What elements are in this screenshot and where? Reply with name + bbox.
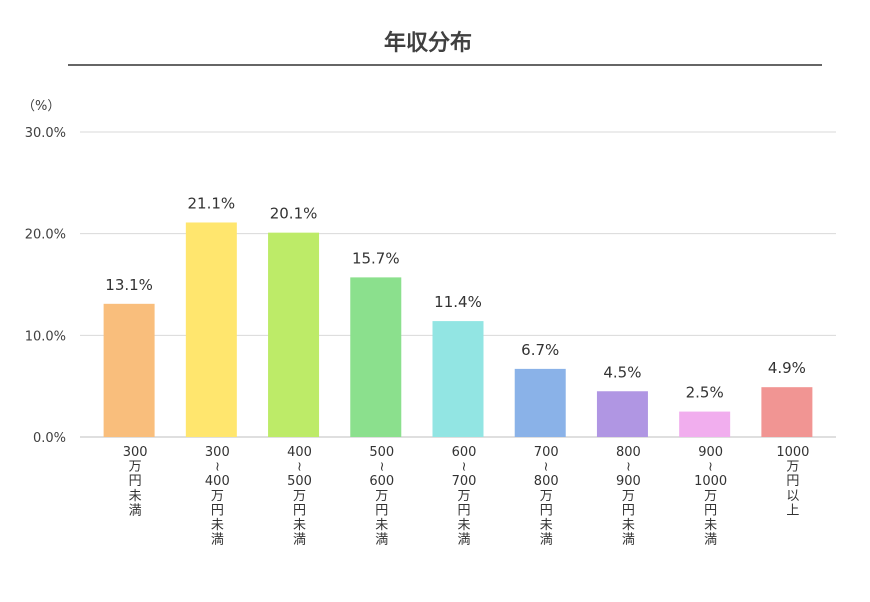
x-tick-label: 1000 <box>776 445 809 460</box>
x-tick-label: 以 <box>786 489 799 504</box>
data-label: 15.7% <box>352 249 400 267</box>
data-label: 11.4% <box>434 293 482 311</box>
x-tick-label: 800 <box>534 474 559 489</box>
category-label-layer: 300万円未満300~400万円未満400~500万円未満500~600万円未満… <box>123 445 810 548</box>
label-layer: 13.1% 21.1% 20.1% 15.7% 11.4% 6.7% 4.5% 2.5% 4.9… <box>105 194 806 401</box>
x-tick-label: 万 <box>293 489 306 504</box>
x-tick-label: 円 <box>129 474 142 489</box>
data-label: 4.5% <box>603 363 641 381</box>
x-tick-label: 上 <box>786 503 799 518</box>
y-tick-label: 20.0% <box>25 228 66 243</box>
y-tick-label: 30.0% <box>25 126 66 141</box>
bar <box>514 368 566 437</box>
x-tick-label: 600 <box>452 445 477 460</box>
x-tick-label: ~ <box>538 461 553 472</box>
x-tick-label: 1000 <box>694 474 727 489</box>
chart-title: 年収分布 <box>384 30 472 56</box>
y-axis-unit-label: （%） <box>22 99 60 114</box>
bar <box>596 391 648 437</box>
x-tick-label: 円 <box>622 503 635 518</box>
x-tick-label: 円 <box>540 503 553 518</box>
x-tick-label: 円 <box>211 503 224 518</box>
x-tick-label: 未 <box>457 518 470 533</box>
x-tick-label: 満 <box>211 533 224 548</box>
x-tick-label: ~ <box>374 461 389 472</box>
x-tick-label: 円 <box>457 503 470 518</box>
bar-layer <box>103 222 813 437</box>
x-tick-label: 700 <box>452 474 477 489</box>
x-tick-label: 円 <box>786 474 799 489</box>
x-tick-label: 未 <box>540 518 553 533</box>
x-tick-label: ~ <box>292 461 307 472</box>
x-tick-label: 満 <box>704 533 717 548</box>
y-tick-label: 10.0% <box>25 329 66 344</box>
x-tick-label: 900 <box>698 445 723 460</box>
x-tick-label: 万 <box>211 489 224 504</box>
x-tick-label: ~ <box>456 461 471 472</box>
x-tick-label: 万 <box>457 489 470 504</box>
x-tick-label: 500 <box>369 445 394 460</box>
data-label: 20.1% <box>270 205 318 223</box>
bar <box>103 303 155 437</box>
x-tick-label: 円 <box>293 503 306 518</box>
bar <box>679 411 731 437</box>
x-tick-label: 未 <box>129 489 142 504</box>
data-label: 13.1% <box>105 276 153 294</box>
x-tick-label: 満 <box>540 533 553 548</box>
x-tick-label: 満 <box>293 533 306 548</box>
x-tick-label: 未 <box>704 518 717 533</box>
x-tick-label: 未 <box>622 518 635 533</box>
bar <box>350 277 402 437</box>
x-tick-label: 万 <box>622 489 635 504</box>
bar <box>185 222 237 437</box>
data-label: 21.1% <box>188 194 236 212</box>
x-tick-label: 円 <box>704 503 717 518</box>
x-tick-label: 600 <box>369 474 394 489</box>
x-tick-label: 300 <box>123 445 148 460</box>
x-tick-label: 満 <box>129 503 142 518</box>
x-tick-label: 万 <box>375 489 388 504</box>
x-tick-label: 未 <box>211 518 224 533</box>
x-tick-label: ~ <box>209 461 224 472</box>
x-tick-label: 700 <box>534 445 559 460</box>
x-tick-label: 900 <box>616 474 641 489</box>
x-tick-label: ~ <box>620 461 635 472</box>
bar <box>761 387 813 437</box>
x-tick-label: 400 <box>287 445 312 460</box>
x-tick-label: 万 <box>129 460 142 475</box>
x-tick-label: 未 <box>293 518 306 533</box>
x-tick-label: 満 <box>622 533 635 548</box>
bar <box>432 321 484 437</box>
x-tick-label: 500 <box>287 474 312 489</box>
x-tick-label: 未 <box>375 518 388 533</box>
x-tick-label: 300 <box>205 445 230 460</box>
x-tick-label: 満 <box>375 533 388 548</box>
x-tick-label: ~ <box>703 461 718 472</box>
x-tick-label: 万 <box>704 489 717 504</box>
x-tick-label: 満 <box>457 533 470 548</box>
data-label: 6.7% <box>521 341 559 359</box>
x-tick-label: 400 <box>205 474 230 489</box>
x-tick-label: 万 <box>786 460 799 475</box>
x-tick-label: 万 <box>540 489 553 504</box>
y-tick-label: 0.0% <box>33 431 66 446</box>
x-tick-label: 800 <box>616 445 641 460</box>
data-label: 4.9% <box>768 359 806 377</box>
data-label: 2.5% <box>686 384 724 402</box>
x-tick-label: 円 <box>375 503 388 518</box>
bar <box>268 232 320 437</box>
